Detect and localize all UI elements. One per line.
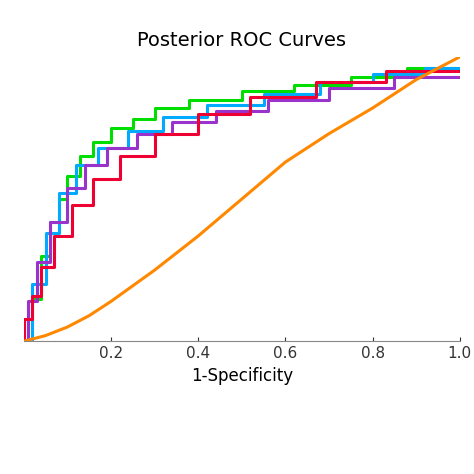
Title: Posterior ROC Curves: Posterior ROC Curves <box>137 31 346 50</box>
X-axis label: 1-Specificity: 1-Specificity <box>191 367 293 385</box>
